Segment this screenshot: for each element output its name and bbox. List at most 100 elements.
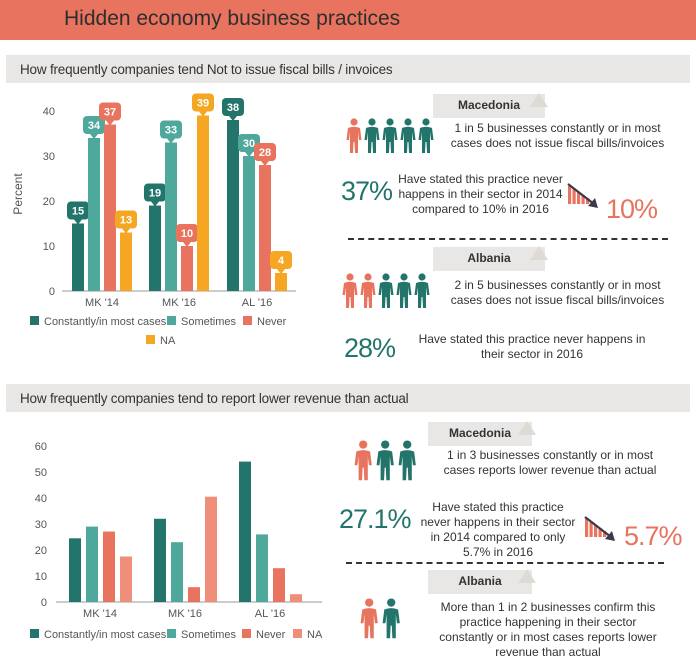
data-label-pointer xyxy=(90,134,98,139)
data-label: 4 xyxy=(278,255,285,267)
y-tick-label: 20 xyxy=(35,545,47,557)
divider xyxy=(348,238,668,240)
data-label-bubble xyxy=(67,201,89,220)
data-label-bubble xyxy=(160,120,182,139)
bar xyxy=(197,115,209,291)
al2-ratio-text: More than 1 in 2 businesses confirm this… xyxy=(439,600,657,659)
bar xyxy=(104,124,116,291)
macedonia-label-box-2: Macedonia xyxy=(428,422,532,446)
data-label-pointer xyxy=(183,242,191,247)
x-tick-label: MK '14 xyxy=(85,297,119,309)
legend-label: Constantly/in most cases xyxy=(44,629,167,641)
y-tick-label: 0 xyxy=(41,597,47,609)
section-2-title: How frequently companies tend to report … xyxy=(20,391,409,406)
data-label: 28 xyxy=(259,147,271,159)
bar xyxy=(86,526,98,602)
data-label-bubble xyxy=(144,183,166,202)
country-label: Macedonia xyxy=(457,98,520,112)
triangle-icon xyxy=(530,246,548,260)
triangle-icon xyxy=(518,421,536,435)
legend-label: NA xyxy=(160,335,176,347)
section-2-header: How frequently companies tend to report … xyxy=(6,384,690,412)
y-tick-label: 10 xyxy=(35,571,47,583)
y-tick-label: 60 xyxy=(35,441,47,453)
x-tick-label: AL '16 xyxy=(255,608,285,620)
data-label-bubble xyxy=(99,102,121,121)
legend-swatch xyxy=(167,629,176,638)
bar xyxy=(239,461,251,602)
legend-swatch xyxy=(242,629,251,638)
triangle-icon xyxy=(518,569,536,583)
data-label: 37 xyxy=(104,107,116,119)
person-icon xyxy=(396,273,412,308)
people-icons-mk-1 xyxy=(346,118,434,153)
title-bar: Hidden economy business practices xyxy=(0,0,696,40)
data-label: 33 xyxy=(165,125,177,137)
mk2-pct-2014: 27.1% xyxy=(339,504,412,534)
data-label-pointer xyxy=(199,111,207,117)
data-label-pointer xyxy=(122,228,130,234)
people-icons-al-2 xyxy=(360,598,400,639)
triangle-icon xyxy=(530,93,548,107)
macedonia-label-box: Macedonia xyxy=(433,94,545,118)
bar xyxy=(275,273,287,291)
data-label-bubble xyxy=(83,116,105,134)
mk-statement: Have stated this practice never happens … xyxy=(398,172,563,216)
person-icon xyxy=(400,118,416,153)
bar xyxy=(88,138,100,291)
bar xyxy=(120,556,132,602)
person-icon xyxy=(382,598,400,639)
data-label-pointer xyxy=(245,152,253,157)
mk2-statement: Have stated this practice never happens … xyxy=(420,500,576,559)
bar xyxy=(243,156,255,291)
y-tick-label: 30 xyxy=(43,151,55,163)
person-icon xyxy=(354,440,372,481)
data-label-bubble xyxy=(115,210,137,229)
x-tick-label: MK '16 xyxy=(162,297,196,309)
al-statement: Have stated this practice never happens … xyxy=(418,332,646,361)
bar xyxy=(273,568,285,602)
data-label-pointer xyxy=(106,120,114,126)
y-tick-label: 40 xyxy=(35,493,47,505)
legend-label: Never xyxy=(256,629,286,641)
bar xyxy=(205,496,217,602)
person-icon xyxy=(360,598,378,639)
legend-swatch xyxy=(30,316,39,325)
data-label: 13 xyxy=(120,215,132,227)
bar xyxy=(188,587,200,602)
people-icons-al-1 xyxy=(342,273,430,308)
data-label: 34 xyxy=(88,120,101,132)
data-label-pointer xyxy=(277,269,285,274)
data-label-pointer xyxy=(261,161,269,166)
legend-swatch xyxy=(146,335,155,344)
albania-label-box-2: Albania xyxy=(428,570,532,594)
person-icon xyxy=(346,118,362,153)
y-tick-label: 50 xyxy=(35,467,47,479)
y-axis-label: Percent xyxy=(11,173,25,215)
mk2-ratio-text: 1 in 3 businesses constantly or in most … xyxy=(443,448,657,477)
bar xyxy=(72,223,84,291)
al-pct: 28% xyxy=(344,333,396,363)
mk2-pct-2016: 5.7% xyxy=(624,521,683,551)
page-title: Hidden economy business practices xyxy=(64,7,401,30)
bar xyxy=(256,534,268,602)
data-label: 30 xyxy=(243,138,255,150)
legend-swatch xyxy=(243,316,252,325)
bar xyxy=(154,518,166,602)
y-tick-label: 0 xyxy=(49,286,55,298)
bar xyxy=(103,531,115,602)
person-icon xyxy=(414,273,430,308)
data-label-pointer xyxy=(229,116,237,121)
bar xyxy=(171,542,183,602)
x-tick-label: AL '16 xyxy=(242,297,272,309)
downtrend-icon xyxy=(567,183,598,208)
bar xyxy=(69,538,81,602)
person-icon xyxy=(364,118,380,153)
section-1-title: How frequently companies tend Not to iss… xyxy=(20,62,393,77)
bar xyxy=(259,165,271,291)
legend-label: Never xyxy=(257,316,287,328)
data-label-bubble xyxy=(192,93,214,112)
data-label-bubble xyxy=(176,224,198,242)
country-label: Albania xyxy=(467,251,511,265)
mk-pct-2014: 37% xyxy=(341,176,393,206)
